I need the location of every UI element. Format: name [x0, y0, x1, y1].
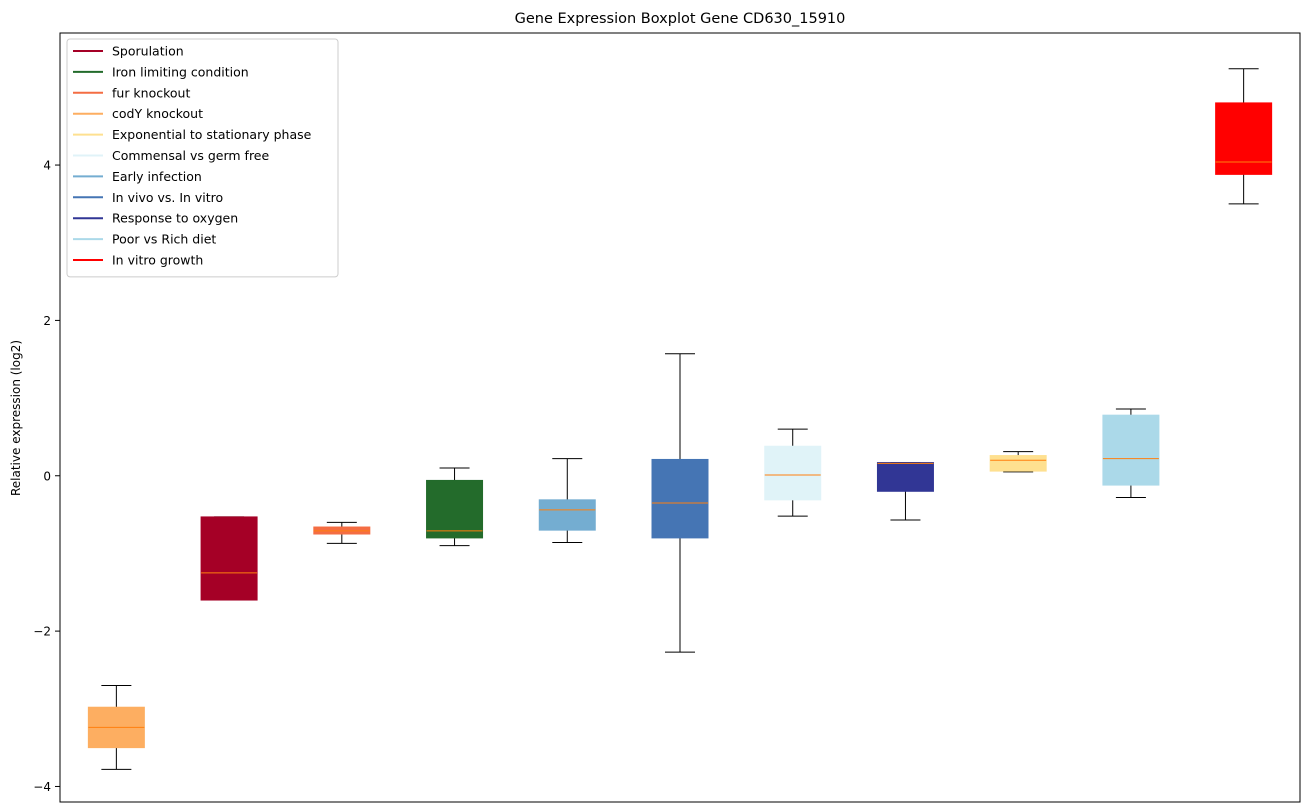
legend-label: Sporulation [112, 44, 184, 59]
legend-label: Iron limiting condition [112, 64, 249, 79]
y-tick-label: −2 [33, 625, 51, 639]
box-group [876, 462, 934, 521]
box-group [200, 516, 258, 601]
box-group [87, 684, 145, 770]
box [200, 516, 258, 601]
legend-label: In vivo vs. In vitro [112, 190, 223, 205]
legend: Sporulation Iron limiting condition fur kn… [66, 38, 339, 278]
legend-label: Exponential to stationary phase [112, 127, 312, 142]
box-group [538, 458, 596, 544]
y-tick-label: −4 [33, 780, 51, 794]
plot-frame [59, 32, 1301, 803]
legend-label: Response to oxygen [112, 211, 238, 226]
box [764, 445, 822, 501]
legend-label: In vitro growth [112, 253, 203, 268]
box [876, 462, 934, 492]
box [426, 479, 484, 539]
box [1215, 102, 1273, 175]
legend-label: Commensal vs germ free [112, 148, 269, 163]
legend-label: Early infection [112, 169, 202, 184]
chart-title: Gene Expression Boxplot Gene CD630_15910 [515, 11, 846, 27]
legend-label: codY knockout [112, 106, 203, 121]
box-group [1215, 68, 1273, 205]
legend-frame [66, 38, 339, 278]
legend-label: fur knockout [112, 85, 190, 100]
y-tick-label: 0 [43, 469, 51, 483]
box [538, 499, 596, 531]
box-group [1102, 408, 1160, 499]
y-axis-label: Relative expression (log2) [9, 340, 23, 496]
box-group [764, 428, 822, 517]
plot-area: −4 −2 0 2 4 [33, 68, 1273, 794]
box-group [313, 521, 371, 544]
legend-label: Poor vs Rich diet [112, 232, 216, 247]
box [1102, 414, 1160, 486]
y-tick-label: 2 [43, 314, 51, 328]
box [651, 458, 709, 539]
box [989, 455, 1047, 472]
box-group [651, 353, 709, 653]
box-group [426, 467, 484, 547]
box-group [989, 451, 1047, 473]
y-tick-label: 4 [43, 159, 51, 173]
